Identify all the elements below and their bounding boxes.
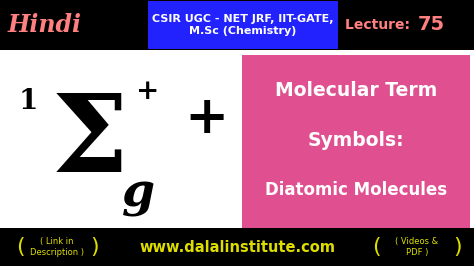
Text: CSIR UGC - NET JRF, IIT-GATE,
M.Sc (Chemistry): CSIR UGC - NET JRF, IIT-GATE, M.Sc (Chem… bbox=[152, 14, 334, 36]
Text: Lecture:: Lecture: bbox=[345, 18, 415, 32]
Bar bbox=[242, 55, 470, 228]
Text: ): ) bbox=[91, 237, 100, 257]
Text: 75: 75 bbox=[418, 15, 445, 35]
Text: g: g bbox=[121, 171, 155, 217]
Bar bbox=[148, 1, 338, 49]
Text: Symbols:: Symbols: bbox=[308, 131, 404, 149]
Text: Diatomic Molecules: Diatomic Molecules bbox=[265, 181, 447, 199]
Text: +: + bbox=[185, 93, 229, 144]
Text: ): ) bbox=[454, 237, 462, 257]
Text: (: ( bbox=[372, 237, 380, 257]
Text: Molecular Term: Molecular Term bbox=[275, 81, 437, 99]
Text: Hindi: Hindi bbox=[8, 13, 82, 37]
Bar bbox=[0, 0, 474, 50]
Bar bbox=[0, 228, 474, 266]
Text: ( Link in
Description ): ( Link in Description ) bbox=[30, 237, 84, 257]
Bar bbox=[0, 50, 474, 228]
Text: www.dalalinstitute.com: www.dalalinstitute.com bbox=[139, 239, 335, 255]
Text: Σ: Σ bbox=[52, 89, 128, 195]
Text: 1: 1 bbox=[18, 88, 38, 115]
Text: +: + bbox=[137, 78, 160, 105]
Text: ( Videos &
PDF ): ( Videos & PDF ) bbox=[395, 237, 438, 257]
Text: (: ( bbox=[16, 237, 24, 257]
